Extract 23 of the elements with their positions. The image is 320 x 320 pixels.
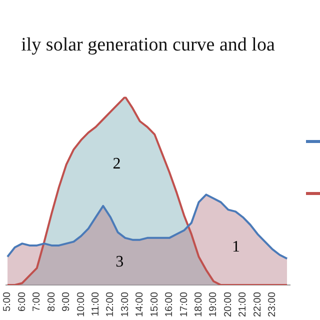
x-tick-label: 7:00 [32, 292, 43, 312]
x-tick-label: 19:00 [208, 292, 220, 318]
x-tick-label: 23:00 [267, 292, 278, 318]
x-tick-label: 9:00 [61, 292, 72, 312]
x-tick-label: 11:00 [90, 292, 102, 316]
x-tick-label: 8:00 [46, 292, 58, 312]
annotation: 3 [116, 254, 124, 271]
x-tick-label: 5:00 [2, 292, 14, 312]
x-tick-label: 21:00 [238, 292, 249, 318]
x-tick-label: 13:00 [120, 292, 131, 318]
x-tick-label: 14:00 [134, 292, 146, 318]
x-tick-label: 17:00 [178, 292, 190, 318]
x-tick-label: 18:00 [194, 292, 205, 318]
x-tick-label: 12:00 [105, 292, 116, 318]
annotation: 1 [232, 238, 240, 256]
x-tick-label: 15:00 [149, 292, 160, 318]
annotation: 2 [112, 156, 121, 173]
chart-title: ily solar generation curve and loa [21, 34, 276, 56]
x-tick-label: 10:00 [76, 292, 87, 318]
x-tick-label: 6:00 [16, 292, 28, 312]
x-tick-label: 22:00 [252, 292, 264, 318]
x-tick-label: 16:00 [164, 292, 176, 318]
x-tick-label: 20:00 [222, 292, 234, 318]
